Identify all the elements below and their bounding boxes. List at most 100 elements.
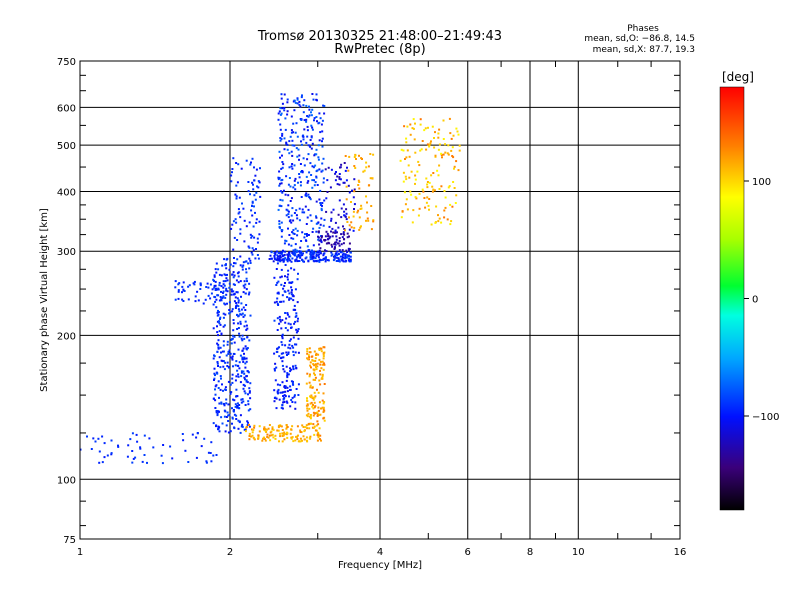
data-point bbox=[313, 406, 316, 409]
data-point bbox=[242, 264, 245, 267]
data-point bbox=[448, 117, 451, 120]
data-point bbox=[231, 171, 233, 174]
data-point bbox=[322, 408, 325, 411]
data-point bbox=[308, 108, 311, 111]
data-point bbox=[335, 235, 338, 238]
data-point bbox=[101, 461, 104, 464]
data-point bbox=[103, 442, 106, 445]
data-point bbox=[340, 233, 343, 236]
data-point bbox=[315, 412, 318, 414]
data-point bbox=[217, 268, 220, 271]
data-point bbox=[340, 243, 343, 246]
data-point bbox=[322, 181, 325, 184]
x-tick-label: 4 bbox=[377, 547, 383, 558]
data-point bbox=[428, 143, 431, 146]
data-point bbox=[301, 170, 303, 172]
data-point bbox=[307, 422, 310, 425]
data-point bbox=[256, 241, 259, 244]
data-point bbox=[143, 434, 146, 437]
data-point bbox=[309, 361, 312, 364]
data-point bbox=[269, 254, 272, 257]
data-point bbox=[362, 170, 365, 173]
data-point bbox=[306, 181, 309, 184]
data-point bbox=[235, 221, 238, 224]
data-point bbox=[322, 353, 325, 356]
data-point bbox=[296, 249, 298, 252]
data-point bbox=[212, 327, 215, 330]
data-point bbox=[423, 129, 426, 132]
data-point bbox=[401, 210, 404, 213]
data-point bbox=[273, 352, 276, 355]
data-point bbox=[226, 343, 229, 346]
data-point bbox=[286, 401, 289, 404]
data-point bbox=[227, 366, 230, 368]
data-point bbox=[271, 433, 274, 436]
data-point bbox=[277, 118, 280, 121]
data-point bbox=[311, 355, 314, 358]
data-point bbox=[328, 237, 331, 240]
data-point bbox=[222, 291, 224, 294]
data-point bbox=[240, 371, 243, 374]
data-point bbox=[318, 112, 321, 115]
data-point bbox=[358, 216, 361, 219]
data-point bbox=[453, 167, 455, 170]
data-point bbox=[106, 454, 109, 457]
data-point bbox=[273, 367, 276, 370]
data-point bbox=[419, 118, 422, 121]
data-point bbox=[220, 377, 222, 380]
data-point bbox=[276, 254, 279, 257]
data-point bbox=[314, 379, 317, 381]
data-point bbox=[319, 223, 322, 226]
data-point bbox=[313, 117, 316, 120]
data-point bbox=[231, 422, 233, 425]
data-point bbox=[408, 176, 411, 179]
data-point bbox=[318, 239, 321, 242]
data-point bbox=[312, 404, 314, 406]
data-point bbox=[318, 260, 321, 263]
data-point bbox=[321, 258, 324, 261]
data-point bbox=[277, 291, 280, 294]
data-point bbox=[406, 149, 409, 152]
data-point bbox=[244, 362, 247, 365]
data-point bbox=[236, 258, 239, 261]
data-point bbox=[229, 430, 232, 433]
data-point bbox=[338, 183, 341, 186]
data-point bbox=[136, 440, 139, 443]
data-point bbox=[289, 405, 292, 408]
data-point bbox=[367, 219, 370, 222]
data-point bbox=[400, 216, 403, 219]
data-point bbox=[161, 462, 164, 465]
data-point bbox=[302, 104, 305, 107]
data-point bbox=[193, 280, 196, 283]
data-point bbox=[442, 138, 445, 140]
data-point bbox=[298, 250, 301, 253]
data-point bbox=[273, 319, 276, 322]
data-point bbox=[284, 321, 287, 324]
data-point bbox=[306, 348, 309, 350]
data-point bbox=[357, 209, 360, 212]
data-point bbox=[337, 257, 340, 260]
data-point bbox=[414, 151, 417, 154]
data-point bbox=[92, 437, 95, 440]
data-point bbox=[139, 446, 142, 449]
data-point bbox=[297, 181, 299, 184]
data-point bbox=[412, 118, 415, 121]
data-point bbox=[313, 369, 316, 372]
data-point bbox=[349, 251, 352, 254]
data-point bbox=[287, 346, 290, 349]
data-point bbox=[295, 331, 298, 334]
data-point bbox=[312, 363, 315, 366]
data-point bbox=[426, 196, 429, 199]
data-point bbox=[348, 254, 350, 257]
data-point bbox=[315, 215, 317, 218]
data-point bbox=[227, 350, 230, 353]
data-point bbox=[307, 180, 310, 183]
data-point bbox=[369, 177, 372, 180]
data-point bbox=[244, 345, 247, 348]
data-point bbox=[316, 420, 319, 423]
data-point bbox=[291, 401, 294, 403]
data-point bbox=[303, 99, 306, 102]
data-point bbox=[286, 148, 289, 151]
data-point bbox=[425, 201, 428, 204]
data-point bbox=[288, 253, 291, 256]
